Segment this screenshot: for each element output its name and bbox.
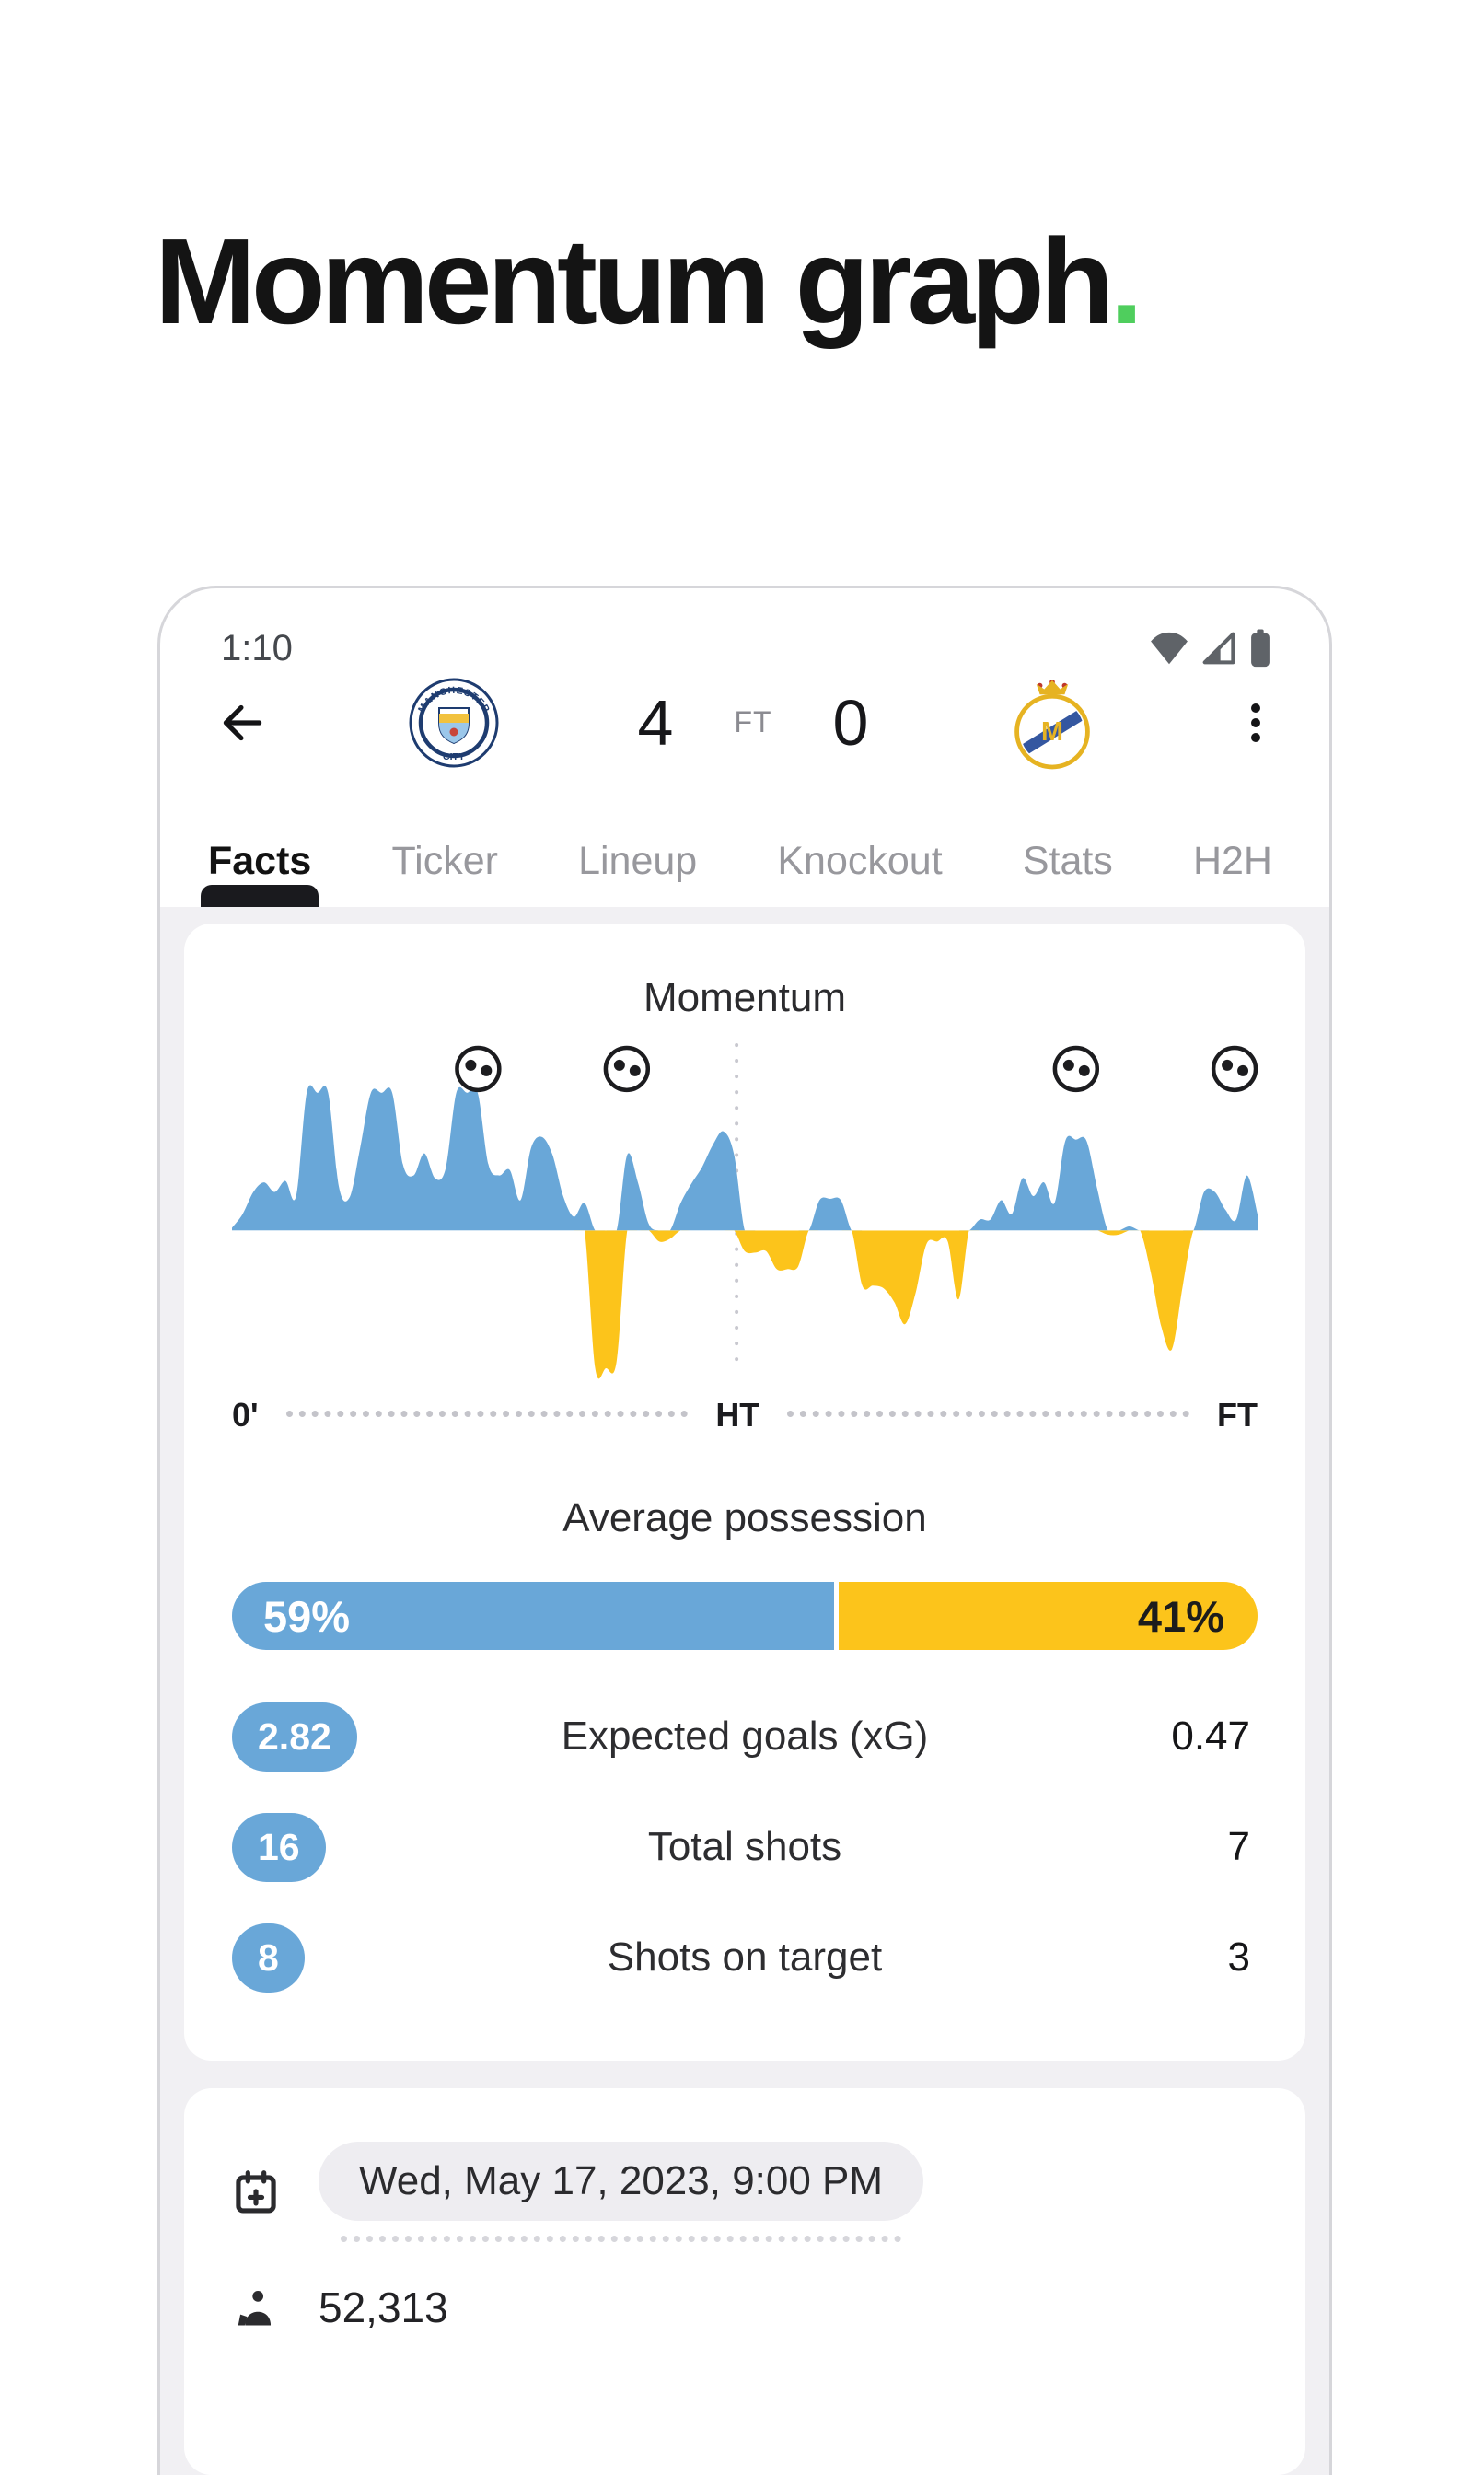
possession-home-value: 59% [263,1591,351,1641]
momentum-title: Momentum [643,975,847,1021]
score-line: 4 FT 0 [638,686,869,760]
match-header: MANCHESTER CITY 4 FT 0 [160,671,1329,773]
kickoff-datetime-wrap[interactable]: Wed, May 17, 2023, 9:00 PM [319,2142,924,2243]
possession-away-value: 41% [1137,1591,1224,1641]
attendance-row: 52,313 [232,2283,1258,2332]
goal-ball-icon [1211,1045,1258,1093]
page-title-text: Momentum graph [155,214,1114,349]
kickoff-row: Wed, May 17, 2023, 9:00 PM [232,2142,1258,2243]
home-score: 4 [637,686,674,759]
overflow-menu-button[interactable] [1235,696,1276,749]
page-title: Momentum graph. [155,221,1143,343]
goal-ball-icon [1052,1045,1100,1093]
momentum-x-axis: 0' HT FT [232,1396,1258,1435]
svg-text:M: M [1041,717,1063,747]
possession-bar: 59% 41% [232,1582,1258,1651]
kebab-menu-icon [1250,703,1260,742]
tab-knockout[interactable]: Knockout [775,816,944,907]
title-accent-dot: . [1109,214,1143,349]
tab-h2h[interactable]: H2H [1191,816,1274,907]
kickoff-datetime[interactable]: Wed, May 17, 2023, 9:00 PM [319,2142,924,2222]
stat-label: Total shots [647,1824,842,1870]
axis-tick-start: 0' [232,1396,259,1435]
back-button[interactable] [214,696,271,749]
possession-title: Average possession [562,1495,927,1541]
stat-row-shots-on-target: 8 Shots on target 3 [232,1913,1258,2002]
dotted-underline [341,2236,902,2243]
stat-row-total-shots: 16 Total shots 7 [232,1803,1258,1891]
match-status: FT [734,705,772,739]
wifi-icon [1151,632,1188,665]
axis-dotted-leader [285,1410,689,1417]
tab-lineup[interactable]: Lineup [576,816,699,907]
stats-list: 2.82 Expected goals (xG) 0.47 16 Total s… [232,1692,1258,2002]
calendar-icon [232,2168,280,2216]
svg-text:CITY: CITY [443,751,465,762]
stat-away-value: 3 [1227,1935,1250,1981]
match-info-card: Wed, May 17, 2023, 9:00 PM 52,313 [184,2088,1305,2475]
stat-away-value: 0.47 [1171,1714,1250,1760]
tab-bar: Facts Ticker Lineup Knockout Stats H2H [160,773,1329,908]
stat-home-badge: 8 [232,1923,305,1993]
away-score: 0 [832,686,869,759]
stat-label: Expected goals (xG) [561,1714,929,1760]
goal-ball-icon [455,1045,502,1093]
axis-dotted-leader [787,1410,1190,1417]
possession-away-segment: 41% [839,1582,1258,1651]
cell-signal-icon [1202,632,1235,665]
battery-icon [1251,629,1270,668]
goal-ball-icon [603,1045,651,1093]
momentum-chart [232,1042,1258,1379]
stat-home-badge: 16 [232,1812,326,1882]
phone-mockup: 1:10 MANCHESTER CITY [157,586,1332,2475]
status-icons [1149,628,1272,668]
away-team-badge[interactable]: M [1006,673,1098,773]
attendance-person-icon [232,2283,280,2331]
axis-tick-halftime: HT [715,1396,760,1435]
status-bar: 1:10 [160,588,1329,671]
possession-home-segment: 59% [232,1582,835,1651]
tab-ticker[interactable]: Ticker [389,816,499,907]
home-team-badge[interactable]: MANCHESTER CITY [408,673,500,773]
arrow-left-icon [223,704,262,740]
attendance-value: 52,313 [319,2283,448,2332]
status-time: 1:10 [221,627,293,668]
stat-home-badge: 2.82 [232,1702,357,1772]
stat-label: Shots on target [607,1935,883,1981]
tab-stats[interactable]: Stats [1021,816,1115,907]
stat-away-value: 7 [1227,1824,1250,1870]
tab-facts[interactable]: Facts [200,816,319,908]
momentum-card: Momentum 0' HT FT Average possession 59%… [184,924,1305,2062]
facts-tab-content: Momentum 0' HT FT Average possession 59%… [160,907,1329,2475]
axis-tick-fulltime: FT [1217,1396,1258,1435]
stat-row-xg: 2.82 Expected goals (xG) 0.47 [232,1692,1258,1781]
